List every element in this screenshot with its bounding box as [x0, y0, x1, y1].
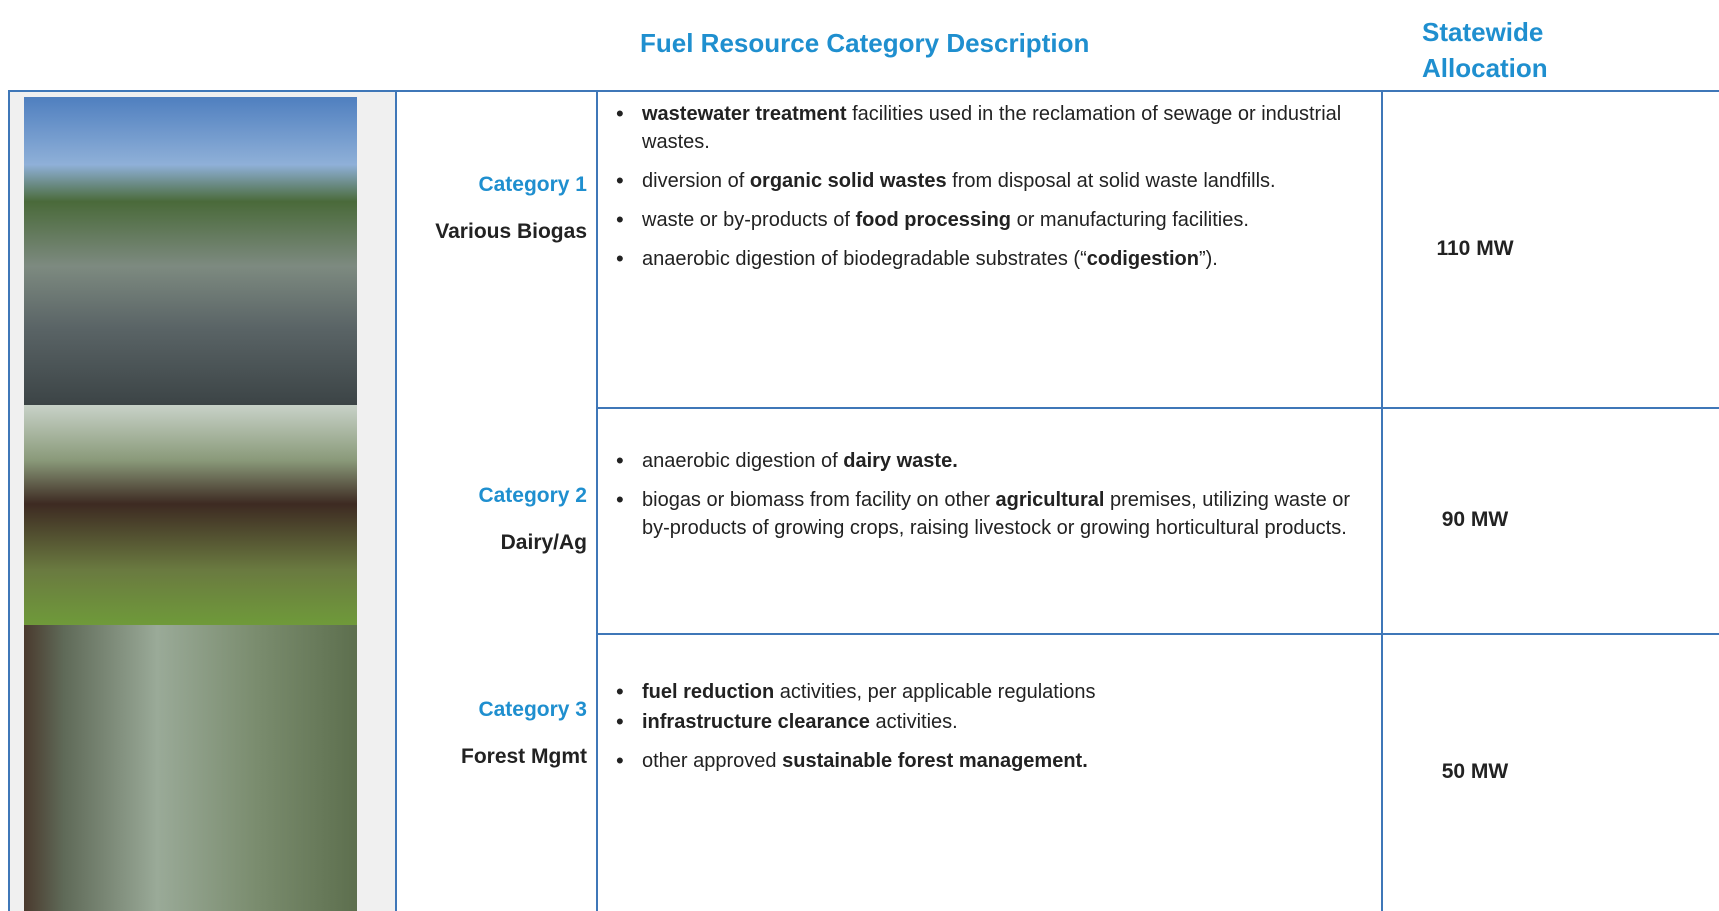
text: or manufacturing facilities.: [1011, 209, 1249, 231]
category-number: Category 2: [417, 477, 587, 514]
category-name: Forest Mgmt: [417, 738, 587, 775]
bold-text: infrastructure clearance: [642, 711, 870, 733]
bullet-item: anaerobic digestion of biodegradable sub…: [612, 245, 1372, 273]
description-header: Fuel Resource Category Description: [640, 28, 1089, 59]
text: anaerobic digestion of biodegradable sub…: [642, 248, 1087, 270]
text: diversion of: [642, 170, 750, 192]
text: from disposal at solid waste landfills.: [947, 170, 1276, 192]
category-number: Category 3: [417, 691, 587, 728]
text: activities, per applicable regulations: [774, 681, 1095, 703]
bullet-item: diversion of organic solid wastes from d…: [612, 167, 1372, 195]
bullet-item: waste or by-products of food processing …: [612, 206, 1372, 234]
bold-text: organic solid wastes: [750, 170, 947, 192]
text: other approved: [642, 750, 782, 772]
category-label: Category 2 Dairy/Ag: [417, 477, 587, 561]
column-line: [1381, 90, 1383, 911]
bold-text: food processing: [855, 209, 1011, 231]
text: anaerobic digestion of: [642, 450, 843, 472]
bullet-item: other approved sustainable forest manage…: [612, 747, 1372, 775]
text: ”).: [1199, 248, 1218, 270]
column-line: [596, 90, 598, 911]
category-name: Various Biogas: [417, 213, 587, 250]
bullet-item: infrastructure clearance activities.: [612, 708, 1372, 736]
row-line: [596, 633, 1719, 635]
description-list: wastewater treatment facilities used in …: [612, 100, 1372, 284]
allocation-value: 110 MW: [1383, 237, 1567, 261]
column-line: [395, 90, 397, 911]
bold-text: agricultural: [996, 489, 1105, 511]
allocation-value: 90 MW: [1383, 508, 1567, 532]
text: biogas or biomass from facility on other: [642, 489, 996, 511]
bold-text: dairy waste.: [843, 450, 958, 472]
table-border: [8, 90, 10, 911]
bold-text: wastewater treatment: [642, 103, 847, 125]
bold-text: sustainable forest management.: [782, 750, 1088, 772]
text: waste or by-products of: [642, 209, 855, 231]
bullet-item: wastewater treatment facilities used in …: [612, 100, 1372, 156]
slide: Fuel Resource Category Description State…: [0, 0, 1719, 911]
text: activities.: [870, 711, 958, 733]
category-name: Dairy/Ag: [417, 524, 587, 561]
bullet-item: anaerobic digestion of dairy waste.: [612, 447, 1372, 475]
bullet-item: biogas or biomass from facility on other…: [612, 486, 1372, 542]
bullet-item: fuel reduction activities, per applicabl…: [612, 678, 1372, 706]
description-list: anaerobic digestion of dairy waste. bioga…: [612, 447, 1372, 553]
allocation-value: 50 MW: [1383, 760, 1567, 784]
table-border: [8, 90, 1719, 92]
description-list: fuel reduction activities, per applicabl…: [612, 678, 1372, 786]
photo-wastewater: [24, 97, 357, 405]
photo-cow: [24, 405, 357, 625]
category-label: Category 1 Various Biogas: [417, 166, 587, 250]
photo-forest: [24, 625, 357, 911]
category-label: Category 3 Forest Mgmt: [417, 691, 587, 775]
bold-text: fuel reduction: [642, 681, 774, 703]
allocation-header: Statewide Allocation: [1422, 14, 1562, 86]
category-number: Category 1: [417, 166, 587, 203]
row-line: [596, 407, 1719, 409]
bold-text: codigestion: [1087, 248, 1199, 270]
